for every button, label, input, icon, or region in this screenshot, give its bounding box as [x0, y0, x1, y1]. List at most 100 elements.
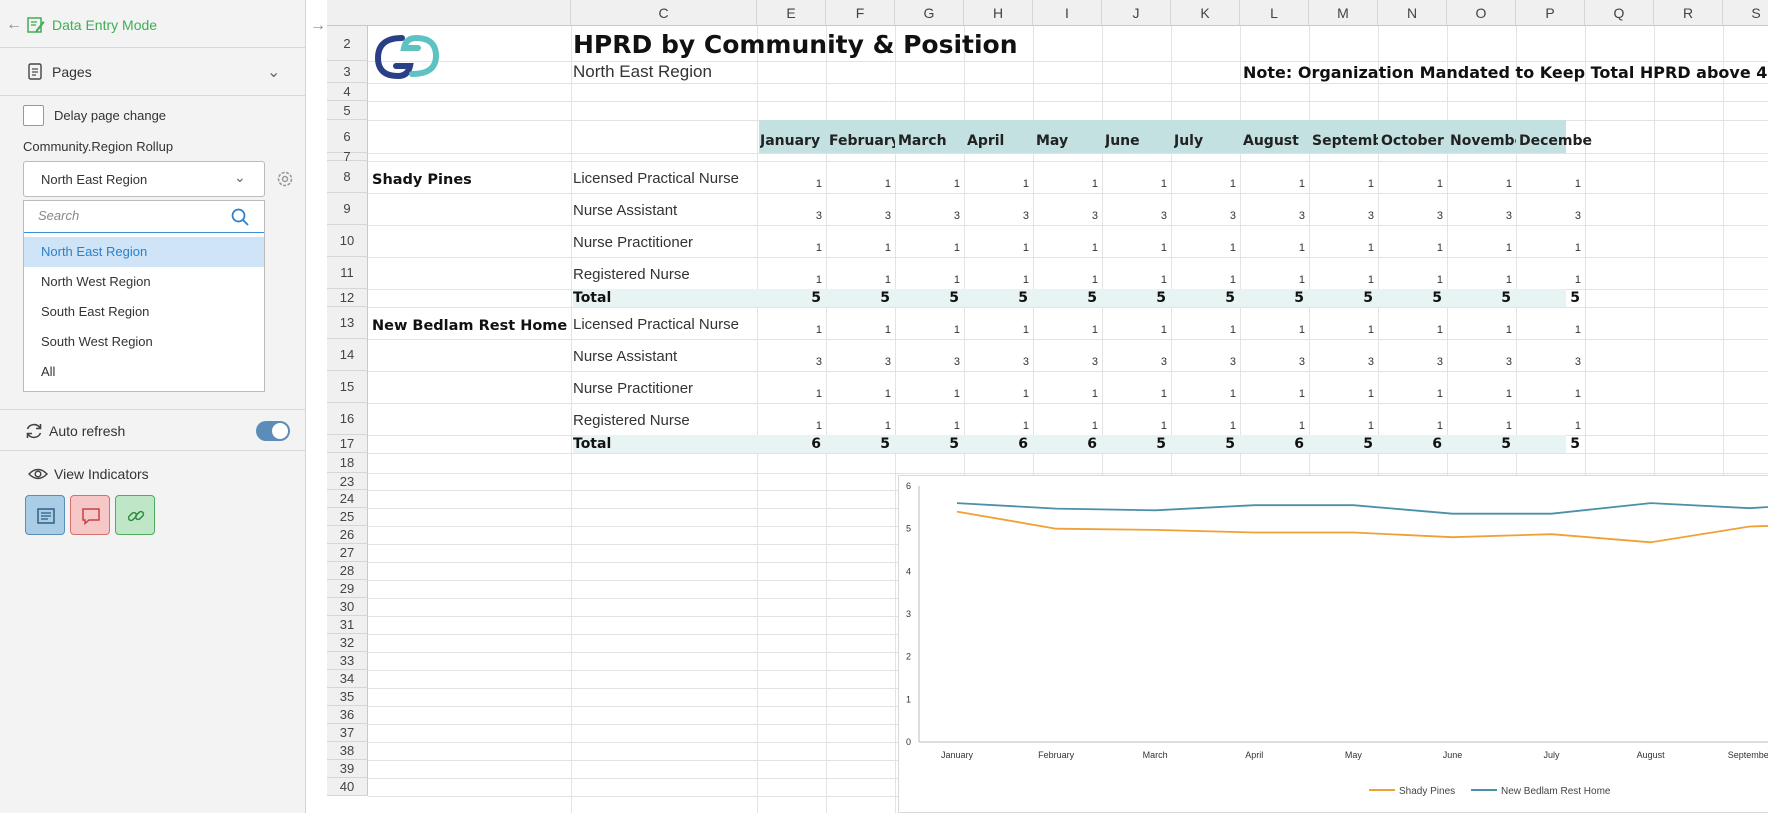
- value-cell[interactable]: 1: [1022, 274, 1029, 286]
- column-header[interactable]: N: [1378, 0, 1447, 26]
- value-cell[interactable]: 1: [953, 388, 960, 400]
- value-cell[interactable]: 1: [1436, 178, 1443, 190]
- value-cell[interactable]: 1: [1160, 420, 1167, 432]
- search-field[interactable]: [24, 201, 264, 233]
- value-cell[interactable]: 1: [1091, 388, 1098, 400]
- value-cell[interactable]: 1: [1298, 274, 1305, 286]
- value-cell[interactable]: 3: [1298, 210, 1305, 222]
- value-cell[interactable]: 3: [1160, 210, 1167, 222]
- row-header[interactable]: 29: [327, 580, 368, 598]
- auto-refresh-toggle[interactable]: [256, 421, 290, 441]
- row-header[interactable]: 18: [327, 453, 368, 473]
- option-south-west-region[interactable]: South West Region: [41, 334, 153, 349]
- value-cell[interactable]: 1: [1229, 388, 1236, 400]
- value-cell[interactable]: 1: [1436, 324, 1443, 336]
- value-cell[interactable]: 1: [884, 420, 891, 432]
- value-cell[interactable]: 3: [953, 356, 960, 368]
- value-cell[interactable]: 1: [1367, 324, 1374, 336]
- value-cell[interactable]: 1: [815, 388, 822, 400]
- value-cell[interactable]: 1: [1367, 178, 1374, 190]
- value-cell[interactable]: 1: [1091, 178, 1098, 190]
- column-header[interactable]: F: [826, 0, 895, 26]
- value-cell[interactable]: 1: [884, 324, 891, 336]
- row-header[interactable]: 33: [327, 652, 368, 670]
- row-header[interactable]: 15: [327, 371, 368, 403]
- value-cell[interactable]: 1: [1367, 388, 1374, 400]
- column-header[interactable]: B: [327, 0, 571, 26]
- value-cell[interactable]: 1: [1436, 274, 1443, 286]
- value-cell[interactable]: 1: [953, 324, 960, 336]
- row-header[interactable]: 5: [327, 101, 368, 120]
- option-all[interactable]: All: [41, 364, 56, 379]
- row-header[interactable]: 26: [327, 526, 368, 544]
- value-cell[interactable]: 3: [1574, 356, 1581, 368]
- value-cell[interactable]: 1: [1298, 324, 1305, 336]
- row-header[interactable]: 37: [327, 724, 368, 742]
- column-header[interactable]: P: [1516, 0, 1585, 26]
- value-cell[interactable]: 3: [1298, 356, 1305, 368]
- value-cell[interactable]: 3: [953, 210, 960, 222]
- value-cell[interactable]: 1: [815, 178, 822, 190]
- row-header[interactable]: 36: [327, 706, 368, 724]
- value-cell[interactable]: 1: [1505, 324, 1512, 336]
- value-cell[interactable]: 1: [1574, 388, 1581, 400]
- search-input[interactable]: [38, 208, 228, 223]
- value-cell[interactable]: 1: [1022, 388, 1029, 400]
- value-cell[interactable]: 1: [1298, 388, 1305, 400]
- row-header[interactable]: 16: [327, 403, 368, 435]
- value-cell[interactable]: 1: [815, 274, 822, 286]
- row-header[interactable]: 30: [327, 598, 368, 616]
- row-header[interactable]: 25: [327, 508, 368, 526]
- value-cell[interactable]: 1: [1091, 420, 1098, 432]
- row-header[interactable]: 17: [327, 435, 368, 453]
- value-cell[interactable]: 1: [1229, 274, 1236, 286]
- row-header[interactable]: 4: [327, 83, 368, 101]
- row-header[interactable]: 14: [327, 339, 368, 371]
- series-line-0[interactable]: [956, 510, 1768, 544]
- option-north-west-region[interactable]: North West Region: [41, 274, 151, 289]
- value-cell[interactable]: 1: [1091, 242, 1098, 254]
- column-header[interactable]: Q: [1585, 0, 1654, 26]
- value-cell[interactable]: 1: [1022, 324, 1029, 336]
- row-header[interactable]: 10: [327, 225, 368, 257]
- value-cell[interactable]: 1: [1022, 178, 1029, 190]
- row-header[interactable]: 13: [327, 307, 368, 339]
- value-cell[interactable]: 1: [1505, 274, 1512, 286]
- value-cell[interactable]: 1: [1574, 274, 1581, 286]
- row-header[interactable]: 40: [327, 778, 368, 796]
- value-cell[interactable]: 3: [1091, 356, 1098, 368]
- value-cell[interactable]: 1: [953, 242, 960, 254]
- value-cell[interactable]: 1: [884, 388, 891, 400]
- row-header[interactable]: 35: [327, 688, 368, 706]
- value-cell[interactable]: 1: [1436, 242, 1443, 254]
- row-header[interactable]: 38: [327, 742, 368, 760]
- value-cell[interactable]: 3: [884, 356, 891, 368]
- value-cell[interactable]: 1: [953, 178, 960, 190]
- chevron-down-icon[interactable]: ⌄: [267, 64, 281, 81]
- chevron-down-icon[interactable]: ⌄: [234, 169, 246, 185]
- column-header[interactable]: O: [1447, 0, 1516, 26]
- row-header[interactable]: 6: [327, 120, 368, 153]
- comments-indicator-button[interactable]: [70, 495, 110, 535]
- value-cell[interactable]: 3: [1091, 210, 1098, 222]
- row-header[interactable]: 32: [327, 634, 368, 652]
- row-header[interactable]: 3: [327, 61, 368, 83]
- value-cell[interactable]: 1: [1574, 324, 1581, 336]
- value-cell[interactable]: 1: [1505, 178, 1512, 190]
- collapse-arrow-icon[interactable]: →: [310, 17, 326, 34]
- value-cell[interactable]: 1: [1229, 242, 1236, 254]
- value-cell[interactable]: 1: [1298, 420, 1305, 432]
- value-cell[interactable]: 1: [1574, 420, 1581, 432]
- value-cell[interactable]: 1: [1022, 420, 1029, 432]
- column-header[interactable]: E: [757, 0, 826, 26]
- value-cell[interactable]: 1: [884, 178, 891, 190]
- value-cell[interactable]: 1: [1367, 242, 1374, 254]
- value-cell[interactable]: 1: [953, 420, 960, 432]
- region-select[interactable]: North East Region ⌄: [23, 161, 265, 197]
- row-header[interactable]: 12: [327, 289, 368, 307]
- row-header[interactable]: 39: [327, 760, 368, 778]
- value-cell[interactable]: 3: [1022, 210, 1029, 222]
- row-header[interactable]: 11: [327, 257, 368, 289]
- value-cell[interactable]: 1: [815, 420, 822, 432]
- value-cell[interactable]: 1: [1367, 274, 1374, 286]
